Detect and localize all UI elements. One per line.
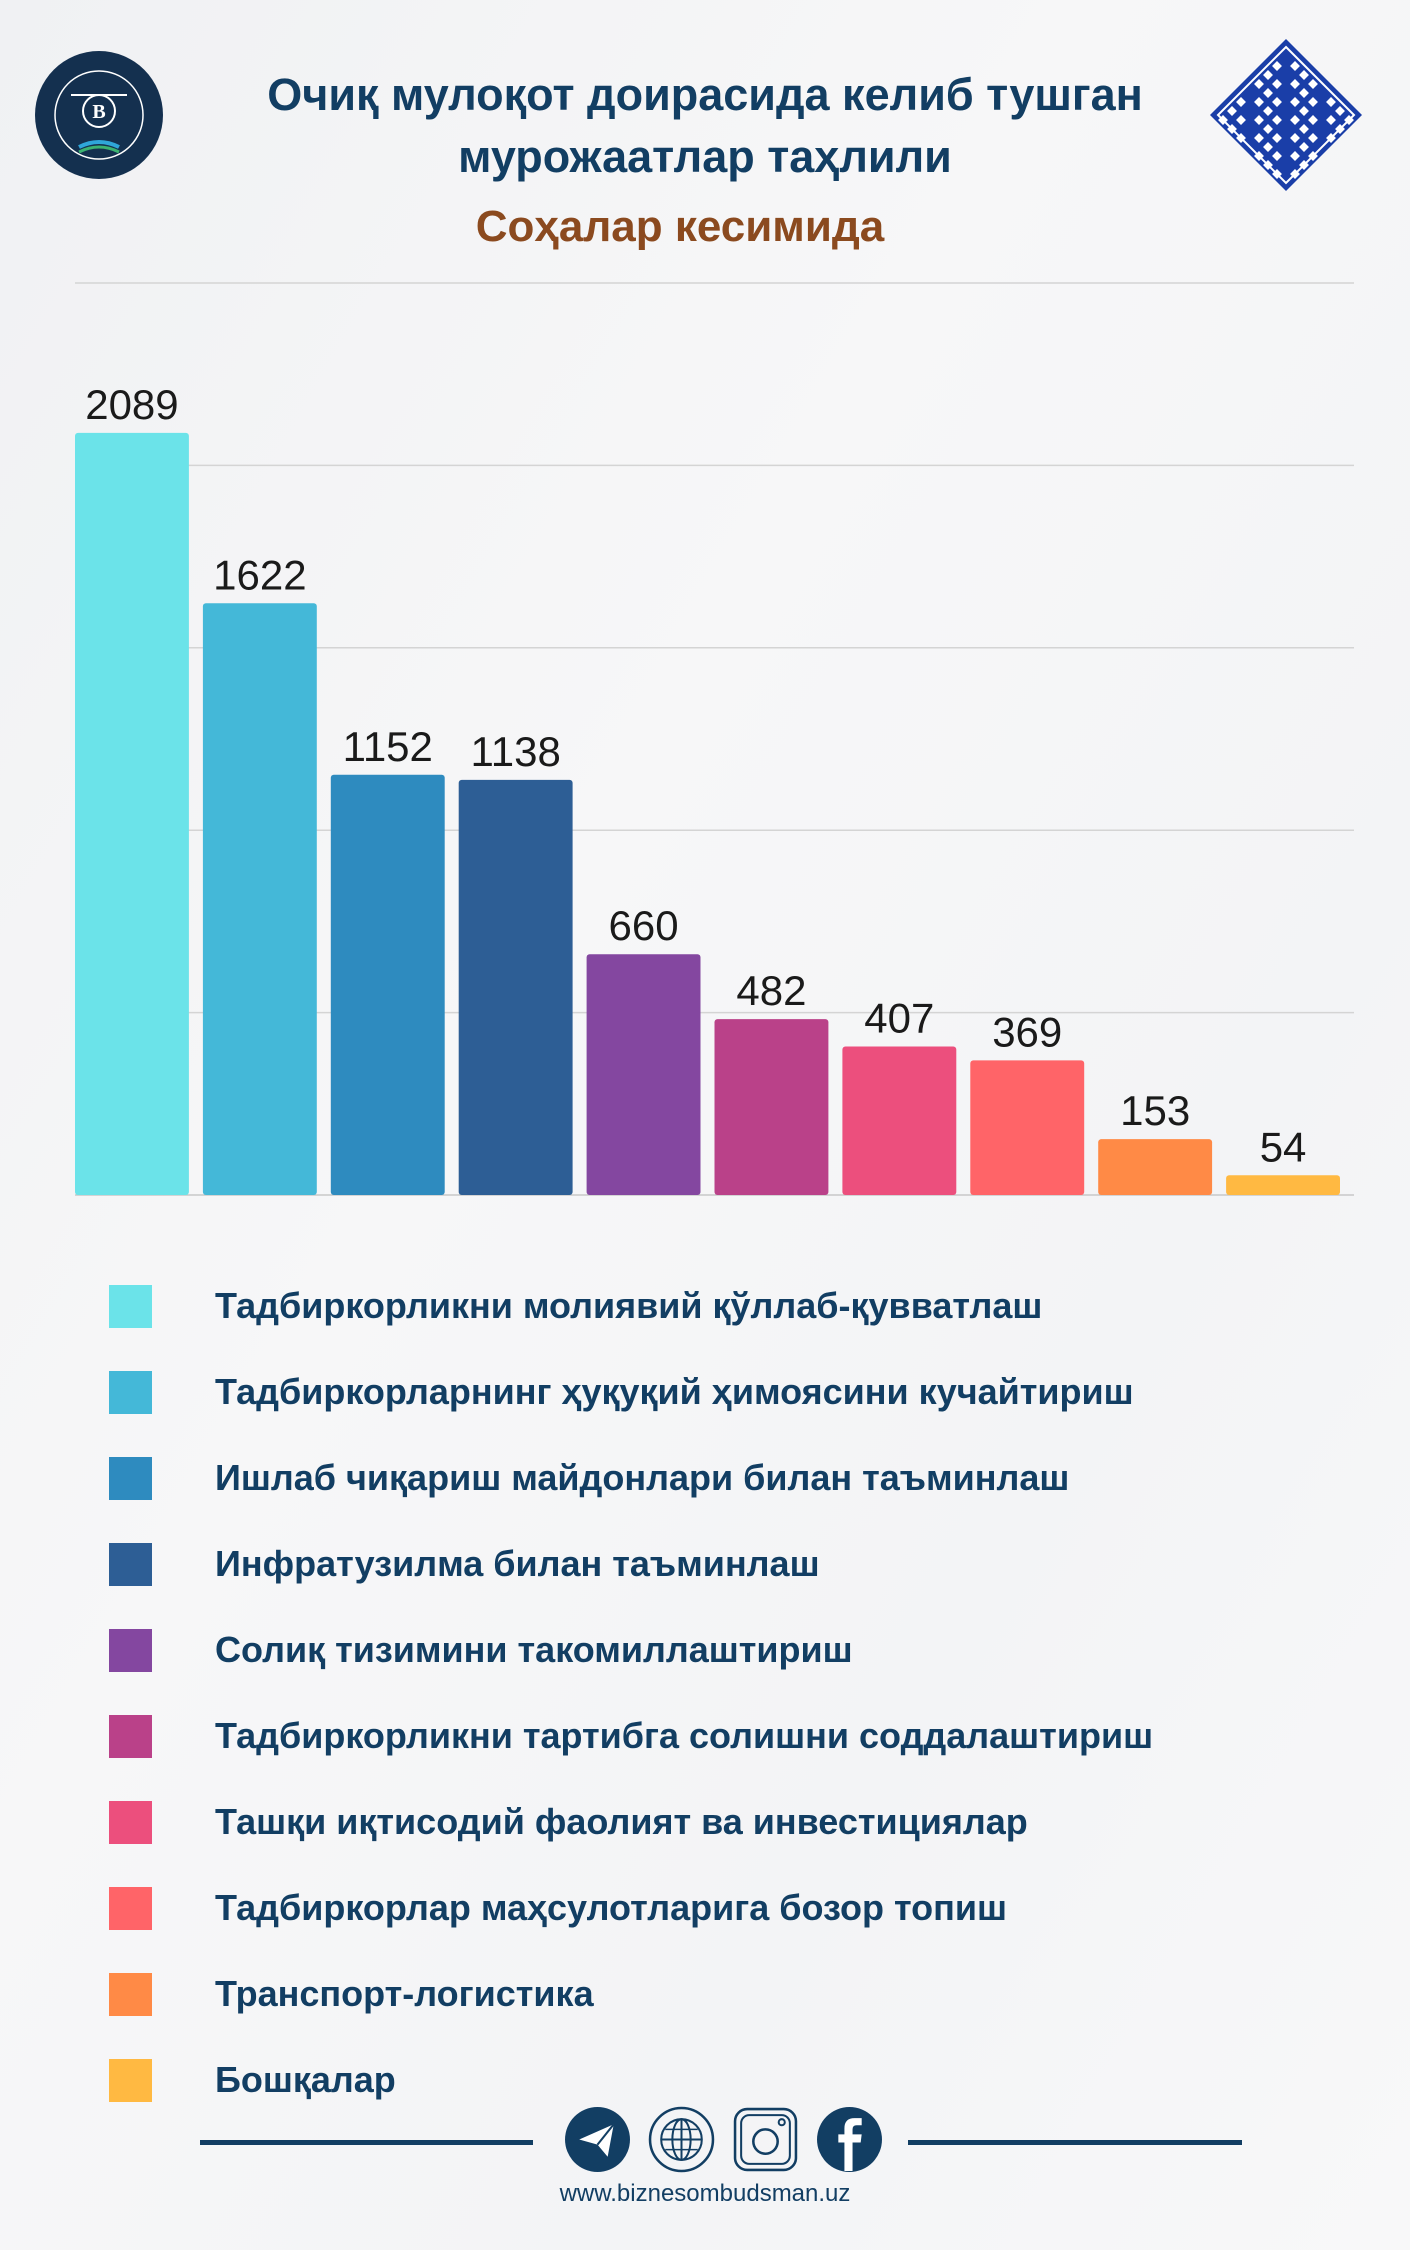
chart-legend: Тадбиркорликни молиявий қўллаб-қувватлаш… <box>109 1263 1153 2123</box>
svg-text:B: B <box>92 101 105 123</box>
diamond-pattern-logo <box>1210 39 1362 191</box>
legend-item: Тадбиркорларнинг ҳуқуқий ҳимоясини кучай… <box>109 1349 1153 1435</box>
chart-subtitle: Соҳалар кесимида <box>475 202 885 251</box>
legend-label: Тадбиркорликни молиявий қўллаб-қувватлаш <box>215 1285 1043 1326</box>
business-ombudsman-logo: B <box>35 51 163 179</box>
bar <box>1226 1175 1340 1195</box>
bar-value-label: 1152 <box>343 723 433 770</box>
bar-value-label: 369 <box>992 1008 1062 1055</box>
legend-item: Тадбиркорликни молиявий қўллаб-қувватлаш <box>109 1263 1153 1349</box>
legend-label: Ишлаб чиқариш майдонлари билан таъминлаш <box>215 1457 1070 1498</box>
bar-value-label: 482 <box>736 967 806 1014</box>
bar <box>1098 1139 1213 1195</box>
telegram-icon[interactable] <box>564 2106 631 2173</box>
footer-divider-left <box>200 2140 533 2145</box>
bar <box>330 774 445 1195</box>
globe-icon[interactable] <box>648 2106 715 2173</box>
title-line-1: Очиқ мулоқот доирасида келиб тушган <box>267 69 1143 120</box>
bar <box>970 1060 1085 1195</box>
legend-item: Транспорт-логистика <box>109 1951 1153 2037</box>
website-link[interactable]: www.biznesombudsman.uz <box>559 2180 851 2207</box>
legend-swatch <box>109 1800 152 1844</box>
legend-label: Тадбиркорликни тартибга солишни соддалаш… <box>215 1715 1154 1756</box>
legend-swatch <box>109 1714 152 1758</box>
bar-value-label: 407 <box>864 995 934 1042</box>
facebook-icon[interactable] <box>816 2106 883 2173</box>
bar-value-label: 1622 <box>213 551 306 598</box>
bar-value-label: 54 <box>1260 1123 1307 1170</box>
legend-label: Ташқи иқтисодий фаолият ва инвестициялар <box>215 1801 1028 1842</box>
legend-item: Ишлаб чиқариш майдонлари билан таъминлаш <box>109 1435 1153 1521</box>
legend-label: Бошқалар <box>215 2059 396 2100</box>
legend-label: Инфратузилма билан таъминлаш <box>215 1543 820 1584</box>
legend-item: Бошқалар <box>109 2037 1153 2123</box>
legend-label: Транспорт-логистика <box>215 1973 594 2014</box>
legend-label: Тадбиркорларнинг ҳуқуқий ҳимоясини кучай… <box>215 1371 1134 1412</box>
legend-swatch <box>109 1456 152 1500</box>
bar-value-label: 2089 <box>85 381 178 428</box>
bar <box>586 954 701 1195</box>
legend-item: Тадбиркорлар маҳсулотларига бозор топиш <box>109 1865 1153 1951</box>
legend-swatch <box>109 1628 152 1672</box>
bar <box>714 1019 829 1195</box>
bar <box>75 432 189 1195</box>
bar-value-label: 153 <box>1120 1087 1190 1134</box>
bar-value-label: 660 <box>609 902 679 949</box>
legend-label: Солиқ тизимини такомиллаштириш <box>215 1629 853 1670</box>
social-icons <box>564 2106 883 2173</box>
bar <box>842 1046 957 1195</box>
legend-swatch <box>109 2058 152 2102</box>
bar <box>202 603 317 1195</box>
footer-divider-right <box>908 2140 1242 2145</box>
bar-value-label: 1138 <box>470 728 560 775</box>
legend-item: Ташқи иқтисодий фаолият ва инвестициялар <box>109 1779 1153 1865</box>
legend-swatch <box>109 1542 152 1586</box>
legend-swatch <box>109 1886 152 1930</box>
instagram-icon[interactable] <box>732 2106 799 2173</box>
legend-swatch <box>109 1284 152 1328</box>
legend-item: Тадбиркорликни тартибга солишни соддалаш… <box>109 1693 1153 1779</box>
title-line-2: мурожаатлар таҳлили <box>458 131 952 182</box>
legend-swatch <box>109 1370 152 1414</box>
bar-chart: 2089 1622 1152 1138 660 482 407 369 153 54 <box>75 282 1354 1196</box>
legend-swatch <box>109 1972 152 2016</box>
legend-label: Тадбиркорлар маҳсулотларига бозор топиш <box>215 1887 1008 1928</box>
bar <box>458 779 573 1195</box>
legend-item: Солиқ тизимини такомиллаштириш <box>109 1607 1153 1693</box>
legend-item: Инфратузилма билан таъминлаш <box>109 1521 1153 1607</box>
chart-title: Очиқ мулоқот доирасида келиб тушган муро… <box>200 64 1210 188</box>
